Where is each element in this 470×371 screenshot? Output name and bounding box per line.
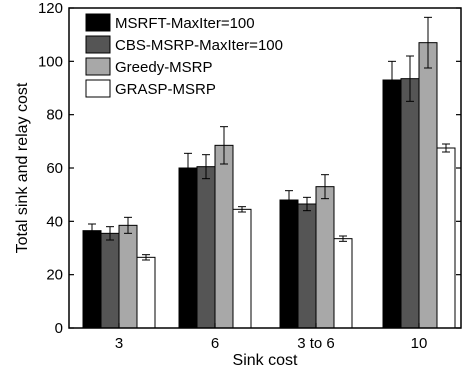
bar: [232, 208, 252, 329]
legend-swatch: [85, 13, 111, 32]
bar: [178, 167, 198, 329]
legend-swatch: [85, 57, 111, 76]
y-tick-label: 60: [46, 160, 63, 177]
legend-swatch: [85, 79, 111, 98]
x-axis-label: Sink cost: [233, 352, 298, 369]
bar: [214, 144, 234, 329]
legend-label: GRASP-MSRP: [115, 81, 216, 98]
bar: [118, 224, 138, 329]
legend-label: MSRFT-MaxIter=100: [115, 15, 255, 32]
bar: [136, 256, 156, 329]
legend-swatch: [85, 35, 111, 54]
y-tick-label: 0: [55, 320, 63, 337]
x-tick-label: 3 to 6: [297, 335, 335, 352]
y-tick-label: 40: [46, 213, 63, 230]
bar: [297, 203, 317, 329]
legend-label: CBS-MSRP-MaxIter=100: [115, 37, 283, 54]
error-bars-layer: [88, 16, 450, 261]
y-tick-label: 120: [38, 0, 63, 17]
bar: [100, 232, 120, 329]
bar: [333, 238, 353, 329]
y-tick-label: 100: [38, 53, 63, 70]
y-tick-label: 80: [46, 107, 63, 124]
y-tick-label: 20: [46, 267, 63, 284]
bar: [436, 147, 456, 329]
legend-label: Greedy-MSRP: [115, 59, 213, 76]
bar: [315, 186, 335, 329]
y-axis-label: Total sink and relay cost: [14, 82, 31, 253]
x-tick-label: 3: [115, 335, 123, 352]
x-tick-label: 10: [411, 335, 428, 352]
y-axis: 0 20 40 60 80 100 120: [38, 0, 461, 337]
legend: MSRFT-MaxIter=100 CBS-MSRP-MaxIter=100 Gre…: [85, 13, 283, 98]
bar: [279, 199, 299, 329]
bar: [400, 78, 420, 329]
bar: [196, 166, 216, 329]
x-axis: 3 6 3 to 6 10: [115, 323, 428, 352]
x-tick-label: 6: [211, 335, 219, 352]
bar: [82, 230, 102, 329]
bars-layer: [82, 42, 456, 329]
bar: [382, 79, 402, 329]
bar: [418, 42, 438, 329]
